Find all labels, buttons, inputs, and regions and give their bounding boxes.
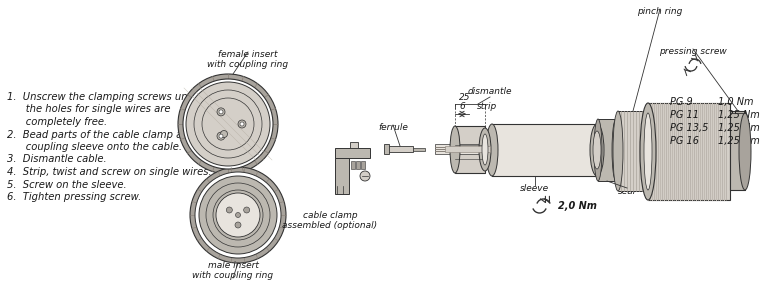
Circle shape [243,207,250,213]
Text: seal: seal [618,187,636,196]
Text: male insert
with coupling ring: male insert with coupling ring [193,260,274,280]
Text: 6: 6 [459,102,465,111]
Text: 1,25 Nm: 1,25 Nm [718,136,760,146]
Bar [335,148,370,158]
Bar [435,144,490,154]
Ellipse shape [482,134,488,165]
Bar [350,142,358,148]
Text: 5.  Screw on the sleeve.: 5. Screw on the sleeve. [7,179,126,189]
Text: 3.  Dismantle cable.: 3. Dismantle cable. [7,154,107,165]
Ellipse shape [640,103,656,200]
Circle shape [219,110,223,114]
Bar [387,146,413,152]
Circle shape [240,122,244,126]
Circle shape [216,193,260,237]
Text: 1,0 Nm: 1,0 Nm [718,97,753,107]
Circle shape [195,172,281,258]
Text: 4.  Strip, twist and screw on single wires.: 4. Strip, twist and screw on single wire… [7,167,211,177]
Ellipse shape [643,111,653,191]
Bar [413,148,425,151]
Bar [445,146,490,152]
Bar [351,161,355,169]
Bar [384,144,389,154]
Circle shape [199,176,277,254]
Bar [335,158,349,194]
Ellipse shape [486,124,498,176]
Text: the holes for single wires are: the holes for single wires are [7,105,171,115]
Text: coupling sleeve onto the cable.: coupling sleeve onto the cable. [7,142,182,152]
Text: 1.  Unscrew the clamping screws until: 1. Unscrew the clamping screws until [7,92,197,102]
Text: pinch ring: pinch ring [637,7,682,16]
FancyBboxPatch shape [455,126,485,173]
Text: PG 9: PG 9 [670,97,693,107]
Text: dismantle: dismantle [468,87,512,96]
Text: 1,25 Nm: 1,25 Nm [718,123,760,133]
Text: female insert
with coupling ring: female insert with coupling ring [207,50,289,69]
Text: sleeve: sleeve [520,184,549,193]
Bar [356,161,360,169]
Ellipse shape [590,124,604,176]
Circle shape [186,82,270,166]
Ellipse shape [593,131,601,169]
Text: 6.  Tighten pressing screw.: 6. Tighten pressing screw. [7,192,141,202]
Circle shape [226,207,232,213]
Ellipse shape [644,113,652,190]
Text: 25: 25 [459,93,470,102]
Ellipse shape [594,119,602,181]
FancyBboxPatch shape [492,124,597,176]
Bar [730,111,745,190]
Bar [598,119,616,181]
Bar [648,103,730,200]
Text: 1,25 Nm: 1,25 Nm [718,110,760,120]
Text: 2.  Bead parts of the cable clamp and: 2. Bead parts of the cable clamp and [7,129,195,140]
Ellipse shape [613,111,623,191]
Circle shape [235,222,241,228]
Circle shape [217,108,225,116]
Text: strip: strip [477,102,497,111]
Circle shape [221,130,228,138]
Circle shape [360,171,370,181]
Circle shape [238,120,246,128]
Circle shape [219,134,223,138]
Circle shape [236,212,240,217]
Circle shape [217,132,225,140]
Text: 2,0 Nm: 2,0 Nm [558,201,597,211]
Circle shape [178,74,278,174]
Text: PG 11: PG 11 [670,110,699,120]
Circle shape [190,167,286,263]
Ellipse shape [479,128,491,171]
Text: completely free.: completely free. [7,117,107,127]
Bar [361,161,365,169]
Text: cable clamp
assembled (optional): cable clamp assembled (optional) [282,211,378,230]
Ellipse shape [739,113,751,190]
Ellipse shape [612,119,620,181]
Text: ferrule: ferrule [378,123,408,132]
Text: PG 16: PG 16 [670,136,699,146]
Text: pressing screw: pressing screw [659,47,727,56]
Ellipse shape [450,126,460,173]
Circle shape [183,79,273,169]
Bar [618,111,648,191]
Text: PG 13,5: PG 13,5 [670,123,708,133]
